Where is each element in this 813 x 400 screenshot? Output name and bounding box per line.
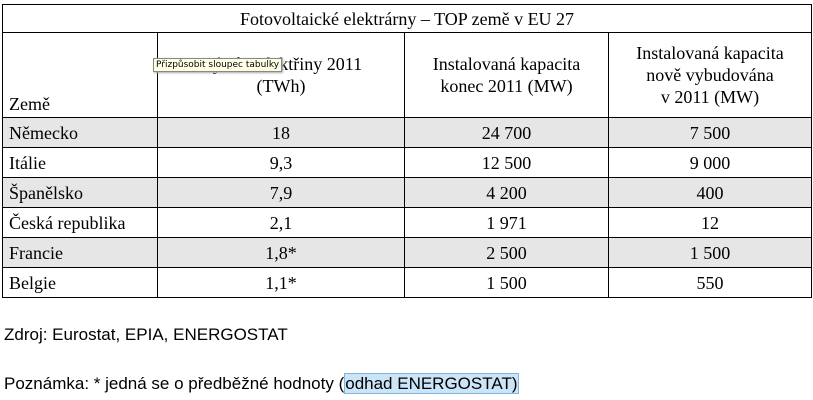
source: Zdroj: Eurostat, EPIA, ENERGOSTAT xyxy=(4,325,288,344)
row: Česká republika 2,1 1 971 12 xyxy=(2,207,813,238)
header-line: konec 2011 (MW) xyxy=(440,76,573,96)
cell: Francie xyxy=(2,237,158,268)
cell: Itálie xyxy=(2,147,158,178)
cell: 2 500 xyxy=(404,237,609,268)
header-cell: Země xyxy=(2,32,158,118)
selected-text[interactable]: odhad ENERGOSTAT) xyxy=(344,373,519,394)
header-cell: Instalovaná kapacita konec 2011 (MW) xyxy=(404,32,609,118)
cell: 9,3 xyxy=(157,147,405,178)
cell: 2,1 xyxy=(157,207,405,238)
header-line: Země xyxy=(9,94,50,114)
cell: 1,1* xyxy=(157,267,405,298)
cell: 12 xyxy=(607,207,813,238)
cell: 1 971 xyxy=(404,207,609,238)
cell: 9 000 xyxy=(607,147,813,178)
cell: 550 xyxy=(607,267,813,298)
cell: 7 500 xyxy=(607,117,813,148)
header-line: (TWh) xyxy=(256,76,306,96)
cell: Česká republika xyxy=(2,207,158,238)
note: Poznámka: * jedná se o předběžné hodnoty… xyxy=(4,373,519,394)
row: Itálie 9,3 12 500 9 000 xyxy=(2,147,813,178)
header-line: nově vybudována xyxy=(646,65,774,85)
cell: 24 700 xyxy=(404,117,609,148)
table-title: Fotovoltaické elektrárny – TOP země v EU… xyxy=(1,4,813,33)
note-text: Poznámka: * jedná se o předběžné hodnoty… xyxy=(4,374,345,393)
cell: 4 200 xyxy=(404,177,609,208)
cell: Německo xyxy=(2,117,158,148)
table: Fotovoltaické elektrárny – TOP země v EU… xyxy=(1,4,813,298)
cell: 18 xyxy=(157,117,405,148)
cell: 400 xyxy=(607,177,813,208)
cell: 1 500 xyxy=(404,267,609,298)
header-cell: Instalovaná kapacita nově vybudována v 201… xyxy=(607,32,813,118)
header-line: Instalovaná kapacita xyxy=(432,54,581,74)
header-line: Instalovaná kapacita xyxy=(636,43,784,63)
cell: 12 500 xyxy=(404,147,609,178)
row: Belgie 1,1* 1 500 550 xyxy=(2,267,813,298)
header-cell: Výroba elektřiny 2011(TWh) xyxy=(157,32,405,118)
tooltip: Přizpůsobit sloupec tabulky xyxy=(153,58,283,72)
cell: 1 500 xyxy=(607,237,813,268)
cell: 1,8* xyxy=(157,237,405,268)
row: Německo 18 24 700 7 500 xyxy=(2,117,813,148)
cell: 7,9 xyxy=(157,177,405,208)
cell: Belgie xyxy=(2,267,158,298)
cell: Španělsko xyxy=(2,177,158,208)
row: Francie 1,8* 2 500 1 500 xyxy=(2,237,813,268)
header-line: v 2011 (MW) xyxy=(660,87,760,107)
row: Španělsko 7,9 4 200 400 xyxy=(2,177,813,208)
